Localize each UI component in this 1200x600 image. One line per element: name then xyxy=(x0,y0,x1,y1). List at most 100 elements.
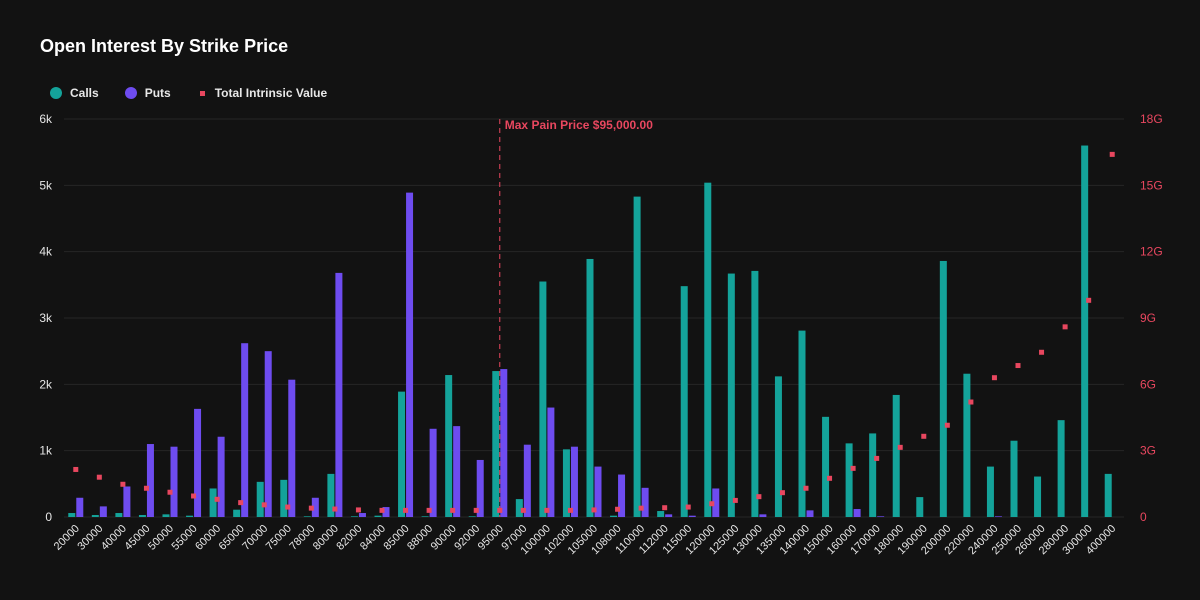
legend-item-puts[interactable]: Puts xyxy=(124,86,171,100)
puts-bar xyxy=(123,486,131,517)
calls-bar xyxy=(774,376,782,517)
intrinsic-value-point xyxy=(167,489,173,495)
intrinsic-value-point xyxy=(332,506,338,512)
intrinsic-value-point xyxy=(1015,363,1021,369)
y-left-tick-label: 4k xyxy=(39,245,53,259)
x-tick-label: 95000 xyxy=(476,523,506,553)
x-tick-label: 20000 xyxy=(52,523,82,553)
intrinsic-value-point xyxy=(850,465,856,471)
intrinsic-value-point xyxy=(120,481,126,487)
calls-bar xyxy=(280,479,288,517)
x-tick-label: 45000 xyxy=(122,523,152,553)
calls-bar xyxy=(209,488,217,517)
intrinsic-value-point xyxy=(379,507,385,513)
calls-bar xyxy=(515,499,523,517)
intrinsic-value-point xyxy=(1086,297,1092,303)
calls-bar xyxy=(1104,473,1112,517)
puts-bar xyxy=(406,192,414,517)
intrinsic-value-legend-marker xyxy=(199,90,205,96)
calls-bar xyxy=(939,260,947,517)
puts-bar xyxy=(688,515,696,517)
intrinsic-value-point xyxy=(1039,349,1045,355)
puts-legend-label: Puts xyxy=(144,86,171,100)
intrinsic-value-point xyxy=(285,504,291,510)
calls-bar xyxy=(822,416,830,517)
x-tick-label: 84000 xyxy=(358,523,388,553)
puts-bar xyxy=(877,516,885,517)
calls-bar xyxy=(704,182,712,517)
x-tick-label: 80000 xyxy=(311,523,341,553)
intrinsic-value-point xyxy=(238,500,244,506)
legend-item-intrinsic-value[interactable]: Total Intrinsic Value xyxy=(197,86,327,100)
calls-bar xyxy=(68,513,76,517)
intrinsic-value-point xyxy=(426,507,432,513)
calls-bar xyxy=(727,273,735,517)
puts-bar xyxy=(759,514,767,517)
x-tick-label: 65000 xyxy=(217,523,247,553)
intrinsic-value-point xyxy=(662,505,668,511)
puts-bar xyxy=(217,436,225,517)
intrinsic-value-point xyxy=(897,444,903,450)
intrinsic-value-point xyxy=(638,505,644,511)
calls-bar xyxy=(869,433,877,517)
calls-bar xyxy=(445,375,453,517)
puts-bar xyxy=(806,510,814,517)
intrinsic-value-point xyxy=(403,507,409,513)
x-tick-label: 90000 xyxy=(429,523,459,553)
x-tick-label: 55000 xyxy=(170,523,200,553)
puts-bar xyxy=(264,351,272,517)
puts-bar xyxy=(194,408,202,517)
puts-bar xyxy=(994,516,1002,517)
calls-bar xyxy=(1010,440,1018,517)
x-tick-label: 70000 xyxy=(240,523,270,553)
y-left-tick-label: 3k xyxy=(39,311,53,325)
puts-bar xyxy=(594,466,602,517)
calls-bar xyxy=(350,516,358,517)
calls-legend-label: Calls xyxy=(70,86,99,100)
intrinsic-value-point xyxy=(1062,324,1068,330)
intrinsic-value-point xyxy=(473,507,479,513)
calls-bar xyxy=(916,497,924,517)
calls-legend-marker xyxy=(50,87,62,99)
puts-bar xyxy=(853,509,861,517)
intrinsic-value-point xyxy=(921,433,927,439)
x-tick-label: 50000 xyxy=(146,523,176,553)
puts-bar xyxy=(500,369,508,517)
y-left-tick-label: 1k xyxy=(39,444,53,458)
calls-bar xyxy=(1081,145,1089,518)
puts-bar xyxy=(382,507,390,517)
puts-bar xyxy=(358,513,366,517)
intrinsic-value-point xyxy=(214,496,220,502)
intrinsic-value-point xyxy=(803,485,809,491)
intrinsic-value-point xyxy=(143,485,149,491)
calls-bar xyxy=(845,443,853,517)
calls-bar xyxy=(256,481,264,517)
y-left-tick-label: 0 xyxy=(45,510,52,524)
x-tick-label: 60000 xyxy=(193,523,223,553)
puts-bar xyxy=(641,487,649,517)
intrinsic-value-point xyxy=(968,399,974,405)
legend-item-calls[interactable]: Calls xyxy=(50,86,99,100)
x-tick-label: 88000 xyxy=(405,523,435,553)
calls-bar xyxy=(798,330,806,517)
x-tick-label: 30000 xyxy=(75,523,105,553)
calls-bar xyxy=(186,515,194,517)
y-left-tick-label: 5k xyxy=(39,178,53,192)
calls-bar xyxy=(963,373,971,517)
puts-bar xyxy=(288,379,296,517)
calls-bar xyxy=(303,516,311,517)
calls-bar xyxy=(492,371,500,517)
intrinsic-value-point xyxy=(591,507,597,513)
intrinsic-value-point xyxy=(944,422,950,428)
x-tick-label: 82000 xyxy=(334,523,364,553)
legend: Calls Puts Total Intrinsic Value xyxy=(50,86,353,100)
calls-bar xyxy=(892,394,900,517)
calls-bar xyxy=(680,286,688,517)
calls-bar xyxy=(115,513,123,517)
calls-bar xyxy=(1034,476,1042,517)
puts-bar xyxy=(453,426,461,517)
calls-bar xyxy=(374,515,382,517)
x-tick-label: 78000 xyxy=(287,523,317,553)
calls-bar xyxy=(91,515,99,517)
